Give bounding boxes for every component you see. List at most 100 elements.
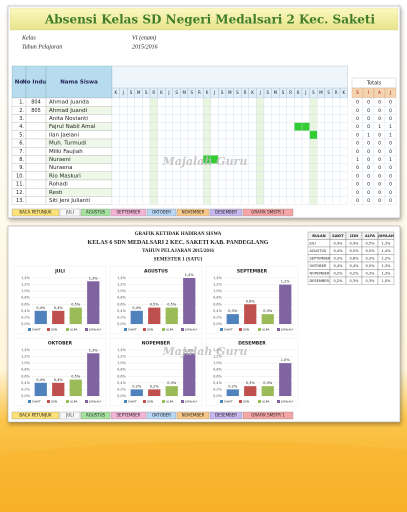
total-value: 0 [367,157,370,163]
bar-label: 1,2% [281,280,291,284]
total-value: 0 [367,198,370,204]
sheet-tab-label[interactable]: GRAFIK SMSTR 1 [251,413,285,418]
day-cell [233,138,242,148]
sheet-tab[interactable] [242,208,294,217]
row-no: 5. [19,132,24,138]
legend-label: JUMLAH [184,328,197,332]
total-value: 1 [389,132,392,138]
sheet-tab[interactable] [80,411,111,420]
bar-label: 0,5% [150,303,160,307]
day-cell [286,188,295,197]
legend-swatch [47,328,50,331]
sheet-tab-label[interactable]: SEPTEMBER [117,210,141,215]
day-cell [134,130,143,140]
day-cell [172,138,181,148]
bar-label: 0,2% [150,384,160,388]
day-cell [165,179,173,189]
y-tick-label: 0,2% [21,387,31,391]
total-value: 0 [356,141,359,147]
chart-title-line: SEMESTER 1 (SATU) [154,258,203,263]
day-cell [142,171,151,181]
sheet-tab[interactable] [176,208,210,217]
total-value: 0 [367,173,370,179]
y-tick-label: 0,2% [117,315,127,319]
sheet-tab[interactable] [11,411,60,420]
row-name: Ilan Jaelani [49,132,80,138]
y-tick-label: 0,6% [213,374,223,378]
sheet-tab[interactable] [110,411,147,420]
day-cell [149,97,158,107]
sheet-tab[interactable] [110,208,147,217]
bar-label: 0,2% [228,384,238,388]
day-cell [263,171,272,181]
bar-label: 0,4% [132,306,142,310]
sheet-tab-label[interactable]: NOVEMBER [182,210,205,215]
sheet-tab[interactable] [146,411,177,420]
sheet-tab-label[interactable]: JULI [65,413,74,418]
bar-label: 0,5% [71,375,81,379]
day-cell [301,171,310,181]
day-cell [165,122,173,131]
sheet-tab[interactable] [11,208,60,217]
total-value: 0 [389,108,392,114]
sheet-tab-label[interactable]: GRAFIK SMSTR 1 [251,210,285,215]
sheet-tab[interactable] [176,411,210,420]
day-label: R [335,90,338,95]
day-cell [256,171,265,181]
sheet-tab-label[interactable]: DESEMBER [215,413,237,418]
day-cell [172,188,181,197]
legend-label: ALPA [166,328,174,332]
y-tick-label: 0,4% [21,381,31,385]
day-cell [233,196,242,205]
day-cell [203,179,211,189]
day-cell [218,179,227,189]
sheet-tab[interactable] [80,208,111,217]
sheet-tab[interactable] [209,208,243,217]
sheet-tab-label[interactable]: SEPTEMBER [117,413,141,418]
day-cell [172,122,181,131]
sheet-tab-label[interactable]: OKTOBER [152,210,171,215]
y-tick-label: 0,6% [213,302,223,306]
sheet-tab-label[interactable]: JULI [65,210,74,215]
total-value: 0 [378,108,381,114]
sheet-tab-label[interactable]: OKTOBER [152,413,171,418]
sheet-tab[interactable] [59,208,81,217]
day-cell [301,114,310,123]
column-header: Nama Siswa [60,80,98,86]
y-tick-label: 1,4% [21,348,31,352]
day-label: S [191,90,194,95]
day-cell [263,97,272,107]
day-cell [256,188,265,197]
sheet-tab[interactable] [59,411,81,420]
sheet-tab-label[interactable]: AGUSTUS [86,210,106,215]
day-cell [210,188,219,197]
sheet-tab-label[interactable]: AGUSTUS [86,413,106,418]
day-cell [165,196,173,205]
y-tick-label: 0,8% [213,296,223,300]
day-cell [180,97,189,107]
day-cell [149,196,158,205]
total-value: 0 [378,157,381,163]
row-name: Fajrul Nabil Amal [49,124,96,130]
day-cell [233,114,242,123]
day-label: S [312,90,315,95]
sheet-tab-label[interactable]: NOVEMBER [182,413,205,418]
day-cell [233,188,242,197]
day-cell [210,179,219,189]
summary-value: 0,3% [366,256,376,260]
legend-swatch [220,400,223,403]
day-cell [248,163,257,172]
sheet-tab-label[interactable]: BACA PETUNJUK [19,210,52,215]
day-cell [134,171,143,181]
bar [165,307,178,324]
sheet-tab-label[interactable]: BACA PETUNJUK [19,413,52,418]
sheet-tab[interactable] [146,208,177,217]
total-value: 0 [389,173,392,179]
total-value: 0 [367,182,370,188]
sheet-tab-label[interactable]: DESEMBER [215,210,237,215]
sheet-tab[interactable] [209,411,243,420]
y-tick-label: 1,4% [117,348,127,352]
total-value: 0 [367,141,370,147]
day-cell [301,163,310,172]
sheet-tab[interactable] [242,411,294,420]
